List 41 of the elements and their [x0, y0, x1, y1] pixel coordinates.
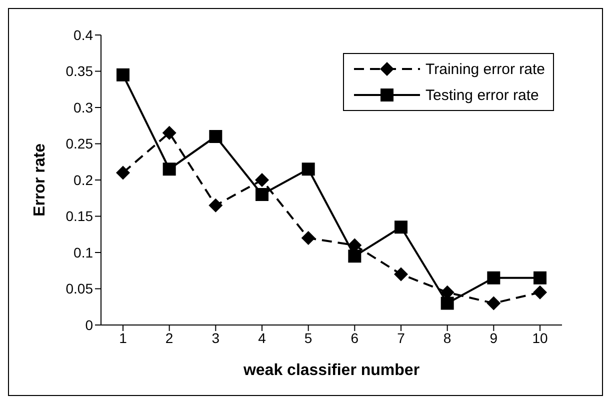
point [162, 162, 176, 176]
legend-label: Testing error rate [426, 86, 539, 104]
point [394, 220, 408, 234]
point [533, 285, 547, 300]
y-tick-label: 0.15 [66, 208, 94, 224]
point [486, 296, 501, 310]
point [302, 162, 315, 176]
point [116, 68, 130, 82]
point [256, 188, 268, 201]
y-tick-label: 0.2 [74, 172, 94, 188]
point [440, 296, 454, 310]
y-tick-label: 0.05 [66, 280, 94, 297]
point [348, 250, 362, 263]
point [301, 231, 316, 245]
y-tick-label: 0.4 [74, 26, 94, 43]
point [487, 271, 500, 284]
x-tick-label: 5 [304, 330, 312, 346]
x-tick-label: 7 [397, 330, 406, 346]
point [255, 173, 269, 187]
y-tick-label: 0.3 [74, 99, 94, 116]
point [209, 130, 222, 143]
x-tick-label: 6 [350, 330, 359, 346]
y-tick-label: 0.35 [66, 63, 94, 80]
point [162, 126, 176, 140]
x-tick-label: 8 [443, 330, 452, 346]
point [116, 166, 130, 180]
y-tick-label: 0.25 [66, 136, 94, 152]
x-tick-label: 1 [119, 330, 128, 346]
point [534, 271, 546, 284]
point [208, 198, 223, 212]
x-tick-label: 3 [212, 330, 220, 346]
x-tick-label: 2 [165, 330, 174, 346]
point [394, 267, 408, 282]
x-tick-label: 10 [532, 330, 548, 346]
x-tick-label: 9 [490, 330, 498, 346]
y-tick-label: 0.1 [74, 244, 94, 260]
y-axis-title: Error rate [32, 143, 49, 216]
x-axis-title: weak classifier number [242, 362, 420, 379]
y-tick-label: 0 [85, 316, 94, 333]
legend-label: Training error rate [426, 60, 545, 78]
x-tick-label: 4 [258, 330, 266, 346]
